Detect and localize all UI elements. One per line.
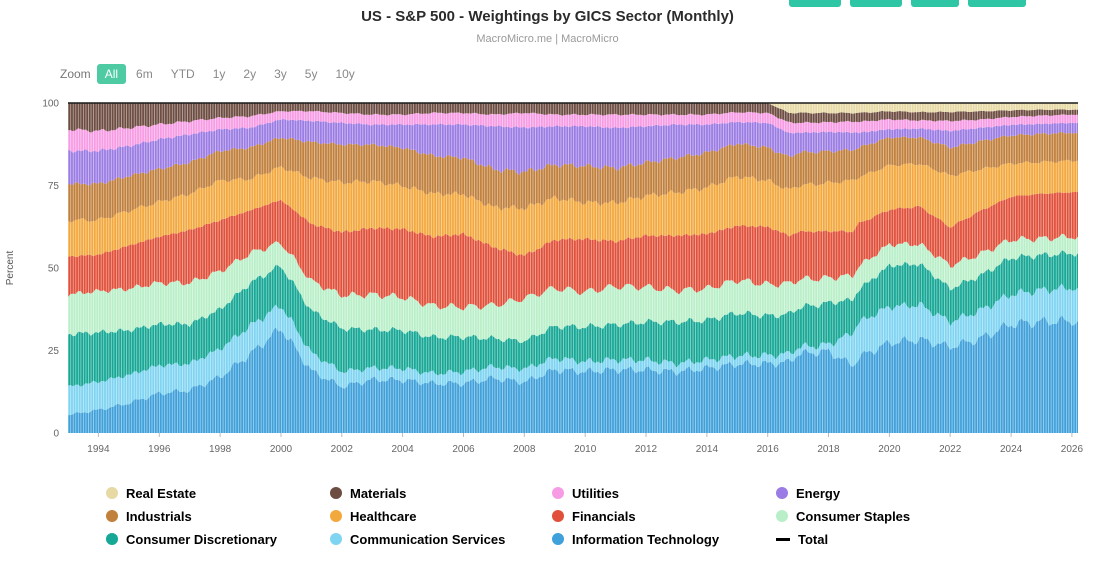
zoom-label: Zoom <box>60 67 91 81</box>
legend-label: Healthcare <box>350 508 417 524</box>
legend-dot-icon <box>330 533 342 545</box>
legend-label: Industrials <box>126 508 192 524</box>
truncated-button[interactable] <box>911 0 959 7</box>
legend-item-energy[interactable]: Energy <box>776 484 998 502</box>
x-tick-label: 2020 <box>878 444 901 455</box>
truncated-button[interactable] <box>789 0 841 7</box>
legend-item-information-technology[interactable]: Information Technology <box>552 530 776 548</box>
y-tick-label: 100 <box>42 99 59 110</box>
y-tick-label: 0 <box>53 429 59 440</box>
legend-item-communication-services[interactable]: Communication Services <box>330 530 552 548</box>
x-tick-label: 2006 <box>452 444 475 455</box>
legend-label: Utilities <box>572 485 619 501</box>
x-tick-label: 2000 <box>270 444 293 455</box>
legend-item-materials[interactable]: Materials <box>330 484 552 502</box>
zoom-button-1y[interactable]: 1y <box>212 67 226 81</box>
x-tick-label: 2004 <box>391 444 414 455</box>
legend-dot-icon <box>106 510 118 522</box>
chart-title: US - S&P 500 - Weightings by GICS Sector… <box>361 8 734 25</box>
x-tick-label: 2018 <box>817 444 840 455</box>
x-tick-label: 2024 <box>1000 444 1023 455</box>
legend-label: Total <box>798 531 829 547</box>
x-tick-label: 2022 <box>939 444 962 455</box>
legend-item-consumer-staples[interactable]: Consumer Staples <box>776 507 998 525</box>
zoom-button-all[interactable]: All <box>96 64 127 84</box>
legend: Real Estate Materials Utilities Energy Indus… <box>106 484 998 548</box>
x-tick-label: 1998 <box>209 444 232 455</box>
x-tick-label: 1994 <box>87 444 110 455</box>
x-tick-label: 2008 <box>513 444 536 455</box>
total-line-marker-icon <box>776 537 790 541</box>
zoom-button-3y[interactable]: 3y <box>274 67 287 81</box>
monthly-bar-stripes <box>68 103 1078 433</box>
y-tick-label: 50 <box>48 264 60 275</box>
y-axis-title: Percent <box>5 251 16 286</box>
legend-label: Consumer Discretionary <box>126 531 277 547</box>
truncated-button[interactable] <box>968 0 1026 7</box>
x-tick-label: 2014 <box>696 444 719 455</box>
x-tick-label: 2002 <box>331 444 354 455</box>
y-tick-label: 25 <box>48 346 60 357</box>
x-tick-label: 2012 <box>635 444 658 455</box>
legend-dot-icon <box>552 533 564 545</box>
legend-label: Energy <box>796 485 841 501</box>
legend-item-healthcare[interactable]: Healthcare <box>330 507 552 525</box>
x-tick-label: 2026 <box>1061 444 1084 455</box>
zoom-toolbar: Zoom All 6m YTD 1y 2y 3y 5y 10y <box>60 64 363 84</box>
x-tick-label: 2016 <box>757 444 780 455</box>
zoom-button-5y[interactable]: 5y <box>304 67 318 81</box>
zoom-buttons: All 6m YTD 1y 2y 3y 5y 10y <box>96 64 363 84</box>
stacked-area-chart: 0 25 50 75 100 1994 1996 1998 2000 2002 2004 2006 20… <box>5 99 1084 456</box>
legend-dot-icon <box>330 487 342 499</box>
legend-dot-icon <box>106 487 118 499</box>
chart-subtitle: MacroMicro.me | MacroMicro <box>476 33 619 45</box>
legend-item-industrials[interactable]: Industrials <box>106 507 330 525</box>
legend-item-financials[interactable]: Financials <box>552 507 776 525</box>
legend-label: Communication Services <box>350 531 506 547</box>
y-tick-label: 75 <box>48 181 60 192</box>
legend-item-total[interactable]: Total <box>776 530 998 548</box>
zoom-button-6m[interactable]: 6m <box>136 67 153 81</box>
x-tick-label: 1996 <box>148 444 171 455</box>
legend-dot-icon <box>776 487 788 499</box>
legend-item-utilities[interactable]: Utilities <box>552 484 776 502</box>
truncated-button[interactable] <box>850 0 902 7</box>
x-tick-label: 2010 <box>574 444 597 455</box>
legend-dot-icon <box>106 533 118 545</box>
legend-item-consumer-discretionary[interactable]: Consumer Discretionary <box>106 530 330 548</box>
legend-label: Financials <box>572 508 636 524</box>
zoom-button-2y[interactable]: 2y <box>243 67 257 81</box>
legend-label: Real Estate <box>126 485 197 501</box>
legend-dot-icon <box>776 510 788 522</box>
legend-dot-icon <box>330 510 342 522</box>
zoom-button-10y[interactable]: 10y <box>335 67 355 81</box>
legend-label: Materials <box>350 485 407 501</box>
legend-label: Information Technology <box>572 531 720 547</box>
legend-label: Consumer Staples <box>796 508 911 524</box>
legend-item-real-estate[interactable]: Real Estate <box>106 484 330 502</box>
legend-dot-icon <box>552 510 564 522</box>
legend-dot-icon <box>552 487 564 499</box>
zoom-button-ytd[interactable]: YTD <box>170 67 195 81</box>
